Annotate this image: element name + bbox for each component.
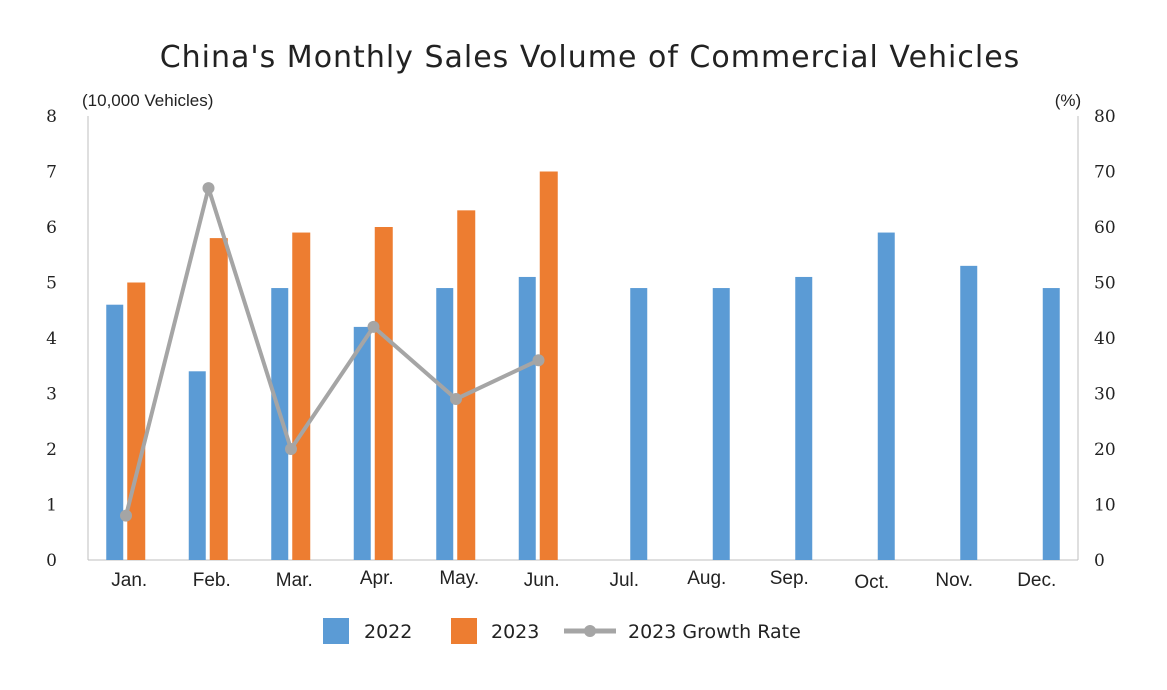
bar-2023	[292, 232, 311, 561]
left-y-tick-label: 7	[46, 163, 57, 183]
bar-2022	[353, 326, 371, 560]
bar-2022	[271, 288, 289, 560]
x-category-label: May.	[439, 568, 479, 589]
growth-rate-point	[367, 320, 380, 333]
bar-2022	[712, 288, 730, 560]
x-category-label: Jun.	[524, 570, 560, 591]
x-category-label: Jul.	[609, 570, 639, 591]
right-y-tick-label: 10	[1094, 496, 1116, 516]
left-y-tick-label: 8	[46, 107, 57, 127]
left-axis-unit-label: (10,000 Vehicles)	[82, 91, 213, 110]
left-y-tick-label: 5	[46, 274, 57, 294]
bar-2022	[795, 276, 813, 560]
right-y-tick-label: 70	[1094, 163, 1116, 183]
bar-2022	[436, 288, 454, 560]
growth-rate-point	[120, 509, 132, 522]
legend-label-growth-rate: 2023 Growth Rate	[628, 621, 801, 643]
growth-rate-point	[285, 443, 297, 455]
growth-rate-line	[120, 182, 545, 522]
bar-2023	[209, 238, 228, 560]
legend-marker-growth-rate	[584, 625, 596, 637]
bar-2022	[106, 304, 124, 560]
growth-rate-point	[450, 393, 462, 406]
bar-2023	[374, 227, 393, 560]
right-y-tick-label: 20	[1094, 440, 1116, 460]
right-y-tick-label: 0	[1094, 551, 1105, 571]
right-y-tick-label: 80	[1094, 107, 1116, 127]
right-y-tick-label: 60	[1094, 218, 1116, 238]
right-y-tick-label: 50	[1094, 274, 1116, 294]
left-y-tick-label: 1	[46, 496, 57, 516]
x-category-label: Feb.	[193, 570, 231, 591]
x-category-label: Apr.	[360, 568, 394, 589]
left-y-tick-label: 6	[46, 218, 57, 238]
left-y-tick-label: 0	[46, 551, 57, 571]
x-category-label: Mar.	[276, 570, 313, 591]
bar-2022	[1042, 288, 1060, 560]
bar-2023	[457, 210, 476, 560]
growth-rate-polyline	[124, 186, 540, 517]
x-category-label: Oct.	[854, 572, 889, 593]
x-category-label: Dec.	[1017, 570, 1056, 591]
left-y-tick-label: 2	[46, 440, 57, 460]
bars	[106, 171, 1060, 561]
right-y-tick-label: 30	[1094, 385, 1116, 405]
growth-rate-point	[202, 182, 215, 195]
right-axis-unit-label: (%)	[1055, 91, 1081, 110]
left-y-tick-label: 3	[46, 385, 57, 405]
bar-2022	[518, 276, 536, 560]
bar-2022	[188, 371, 206, 560]
x-category-label: Nov.	[935, 570, 973, 591]
bar-2022	[960, 265, 978, 560]
right-y-tick-label: 40	[1094, 329, 1116, 349]
x-category-label: Jan.	[111, 570, 147, 591]
legend-swatch-2023	[451, 618, 477, 644]
legend-label-2023: 2023	[491, 621, 539, 643]
left-y-tick-label: 4	[46, 329, 57, 349]
growth-rate-point	[532, 354, 545, 367]
chart-title: China's Monthly Sales Volume of Commerci…	[160, 40, 1021, 75]
x-category-label: Aug.	[687, 568, 726, 589]
legend-label-2022: 2022	[364, 621, 412, 643]
bar-2023	[539, 171, 558, 560]
legend-swatch-2022	[323, 618, 349, 644]
bar-2022	[630, 288, 648, 560]
axes	[87, 116, 1079, 561]
bar-2022	[877, 232, 895, 561]
x-category-label: Sep.	[770, 568, 809, 589]
legend: 2022 2023 2023 Growth Rate	[323, 618, 801, 644]
